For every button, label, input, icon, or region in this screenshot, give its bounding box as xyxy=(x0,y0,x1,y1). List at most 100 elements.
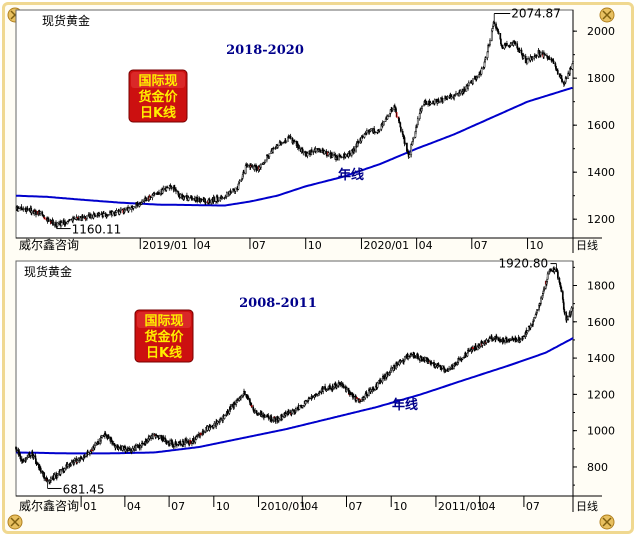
candle-body xyxy=(298,405,301,410)
candle-body xyxy=(56,473,59,476)
candle-body xyxy=(272,148,275,150)
x-tick-label: 04 xyxy=(127,500,141,513)
candle-body xyxy=(22,460,25,462)
candle-body xyxy=(346,387,348,391)
candle-body xyxy=(441,365,444,369)
source-label: 威尔鑫咨询 xyxy=(19,237,79,252)
low-annotation: 1160.11 xyxy=(56,223,121,237)
candle-body xyxy=(128,447,131,451)
candle-body xyxy=(500,38,502,45)
candle-body xyxy=(193,440,195,443)
candle-body xyxy=(64,221,67,225)
candle-body xyxy=(268,153,271,158)
candle-body xyxy=(499,338,501,342)
candle-body xyxy=(206,426,209,431)
candle-body xyxy=(421,105,423,110)
candle-body xyxy=(424,357,427,361)
candle-body xyxy=(16,449,18,451)
candle-body xyxy=(425,100,428,105)
badge-line-1: 国际现 xyxy=(138,74,177,89)
candle-body xyxy=(90,214,93,218)
candle-body xyxy=(203,431,205,433)
x-tick-label: 07 xyxy=(171,500,185,513)
candle-body xyxy=(370,128,373,131)
x-tick-label: 2011/01 xyxy=(438,500,484,513)
candle-body xyxy=(556,70,559,75)
candle-body xyxy=(66,221,69,225)
candle-body xyxy=(339,382,342,386)
candle-body xyxy=(352,395,355,398)
candle-body xyxy=(427,359,430,362)
candle-body xyxy=(124,209,126,211)
low-label: 681.45 xyxy=(63,482,105,496)
candle-body xyxy=(412,136,415,140)
candle-body xyxy=(431,362,433,364)
candle-body xyxy=(344,154,347,158)
candle-body xyxy=(121,445,124,451)
candle-body xyxy=(189,440,192,444)
candle-body xyxy=(319,149,322,153)
candle-body xyxy=(323,150,326,155)
candle-body xyxy=(104,432,107,436)
candle-body xyxy=(244,391,246,395)
candle-body xyxy=(257,413,260,415)
candle-body xyxy=(291,409,294,411)
candle-body xyxy=(312,395,314,398)
candle-body xyxy=(237,399,239,401)
candle-body xyxy=(278,418,280,421)
candle-body xyxy=(179,441,182,445)
candle-body xyxy=(560,286,563,292)
candle-body xyxy=(540,297,542,304)
candle-body xyxy=(393,365,396,369)
candle-body xyxy=(153,193,156,195)
y-tick-label: 1800 xyxy=(587,279,615,292)
candle-body xyxy=(165,440,168,443)
candle-body xyxy=(179,194,182,198)
candle-body xyxy=(39,211,42,214)
x-tick-label: 01 xyxy=(83,500,97,513)
candle-body xyxy=(543,288,546,290)
candle-body xyxy=(489,337,491,339)
candle-body xyxy=(142,442,144,444)
candle-body xyxy=(276,145,279,148)
candle-body xyxy=(166,187,169,189)
candle-body xyxy=(438,364,440,367)
candle-body xyxy=(240,395,243,398)
high-label: 1920.80 xyxy=(498,257,548,271)
candle-body xyxy=(340,156,343,158)
candle-body xyxy=(563,308,566,313)
candle-body xyxy=(359,400,362,402)
candle-body xyxy=(387,115,389,117)
candle-body xyxy=(557,271,559,279)
candle-body xyxy=(408,154,411,158)
candle-body xyxy=(484,57,487,60)
candle-body xyxy=(468,350,471,352)
candlesticks xyxy=(15,13,574,229)
candle-body xyxy=(274,419,277,422)
candle-body xyxy=(148,436,151,439)
y-tick-label: 1400 xyxy=(587,166,615,179)
candle-body xyxy=(145,198,148,202)
candle-body xyxy=(136,202,139,207)
candle-body xyxy=(572,307,574,309)
candle-body xyxy=(295,408,297,411)
candle-body xyxy=(446,96,449,99)
candle-body xyxy=(39,468,42,473)
candle-body xyxy=(252,406,255,410)
annual-ma-series xyxy=(15,337,574,455)
candle-body xyxy=(565,77,568,79)
candle-body xyxy=(448,368,450,370)
candle-body xyxy=(170,187,173,189)
candle-body xyxy=(80,457,83,460)
chart-title: 2018-2020 xyxy=(226,43,304,58)
candle-body xyxy=(349,152,351,156)
candle-body xyxy=(264,159,266,163)
candle-body xyxy=(159,435,161,439)
symbol-label: 现货黄金 xyxy=(42,13,90,28)
candle-body xyxy=(561,78,563,83)
annual-ma-series xyxy=(15,86,573,207)
candle-body xyxy=(450,96,453,99)
candle-body xyxy=(152,434,154,439)
candle-body xyxy=(368,389,370,396)
candle-body xyxy=(570,307,573,312)
